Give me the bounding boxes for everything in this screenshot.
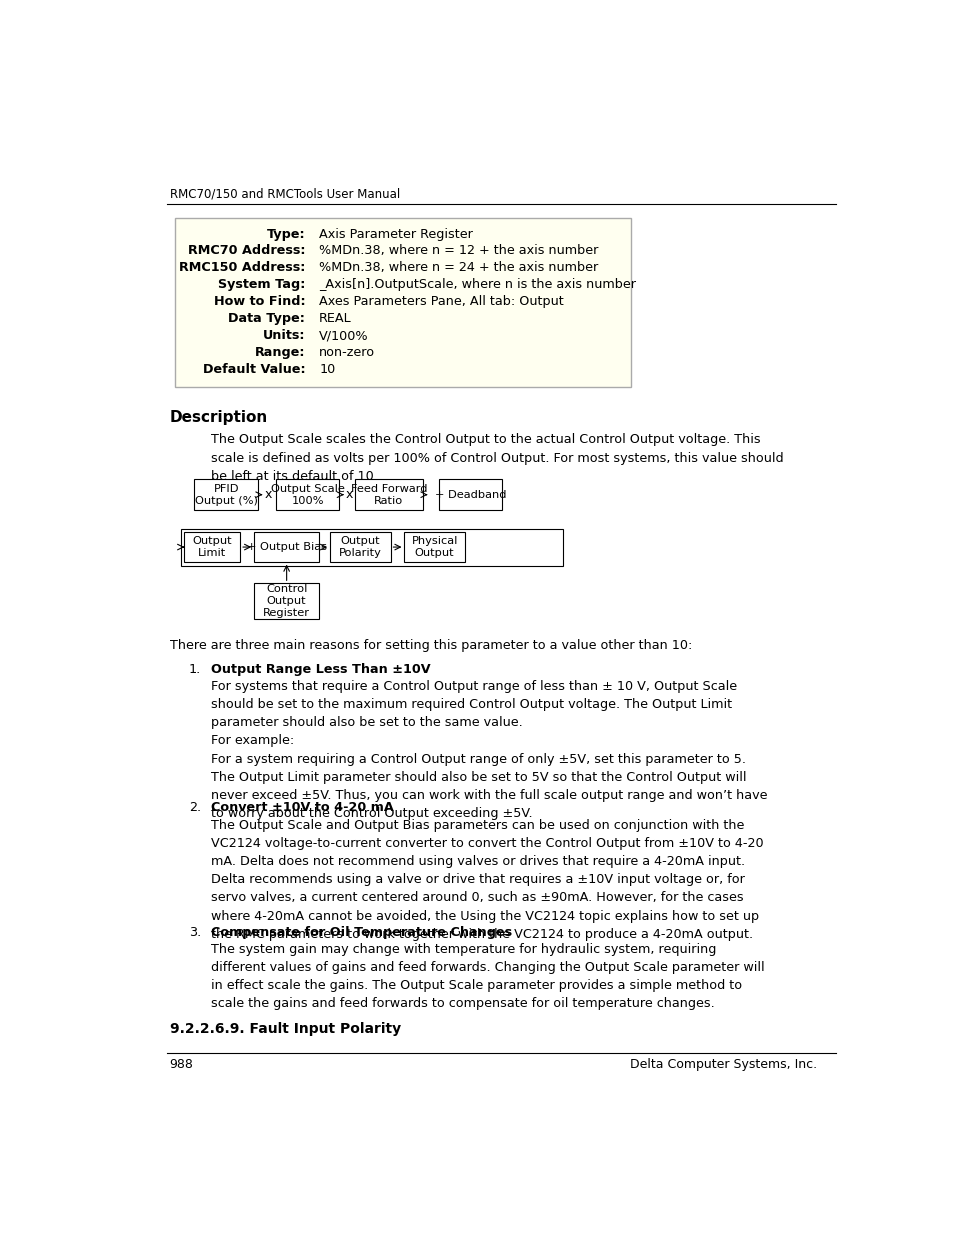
- Text: Feed Forward
Ratio: Feed Forward Ratio: [351, 483, 427, 506]
- Text: 1.: 1.: [189, 662, 201, 676]
- Text: Axis Parameter Register: Axis Parameter Register: [319, 227, 473, 241]
- Text: + Deadband: + Deadband: [435, 490, 505, 500]
- Text: non-zero: non-zero: [319, 346, 375, 359]
- Text: 9.2.2.6.9. Fault Input Polarity: 9.2.2.6.9. Fault Input Polarity: [170, 1023, 400, 1036]
- FancyBboxPatch shape: [355, 479, 422, 510]
- Text: _Axis[n].OutputScale, where n is the axis number: _Axis[n].OutputScale, where n is the axi…: [319, 278, 636, 291]
- FancyBboxPatch shape: [194, 479, 257, 510]
- Text: Output
Limit: Output Limit: [193, 536, 232, 558]
- FancyBboxPatch shape: [253, 532, 319, 562]
- Text: REAL: REAL: [319, 312, 352, 325]
- Text: RMC150 Address:: RMC150 Address:: [179, 262, 305, 274]
- Text: Units:: Units:: [262, 330, 305, 342]
- Text: Physical
Output: Physical Output: [411, 536, 457, 558]
- Text: Data Type:: Data Type:: [228, 312, 305, 325]
- Text: RMC70/150 and RMCTools User Manual: RMC70/150 and RMCTools User Manual: [170, 188, 399, 200]
- Text: There are three main reasons for setting this parameter to a value other than 10: There are three main reasons for setting…: [170, 640, 691, 652]
- Text: Control
Output
Register: Control Output Register: [263, 584, 310, 619]
- Text: x: x: [345, 488, 353, 501]
- FancyBboxPatch shape: [181, 529, 562, 566]
- FancyBboxPatch shape: [275, 479, 339, 510]
- Text: Output Scale
100%: Output Scale 100%: [271, 483, 344, 506]
- FancyBboxPatch shape: [438, 479, 501, 510]
- Text: The Output Scale scales the Control Output to the actual Control Output voltage.: The Output Scale scales the Control Outp…: [211, 433, 782, 483]
- FancyBboxPatch shape: [174, 217, 630, 387]
- Text: The system gain may change with temperature for hydraulic system, requiring
diff: The system gain may change with temperat…: [211, 942, 763, 1010]
- Text: 988: 988: [170, 1058, 193, 1071]
- Text: Convert ±10V to 4-20 mA: Convert ±10V to 4-20 mA: [211, 802, 393, 814]
- Text: Output Range Less Than ±10V: Output Range Less Than ±10V: [211, 662, 430, 676]
- FancyBboxPatch shape: [253, 583, 319, 619]
- Text: Output
Polarity: Output Polarity: [338, 536, 381, 558]
- Text: The Output Scale and Output Bias parameters can be used on conjunction with the
: The Output Scale and Output Bias paramet…: [211, 819, 762, 941]
- Text: V/100%: V/100%: [319, 330, 369, 342]
- Text: Type:: Type:: [266, 227, 305, 241]
- FancyBboxPatch shape: [330, 532, 390, 562]
- Text: For systems that require a Control Output range of less than ± 10 V, Output Scal: For systems that require a Control Outpu…: [211, 680, 766, 820]
- Text: Delta Computer Systems, Inc.: Delta Computer Systems, Inc.: [629, 1058, 816, 1071]
- Text: %MDn.38, where n = 12 + the axis number: %MDn.38, where n = 12 + the axis number: [319, 245, 598, 257]
- Text: %MDn.38, where n = 24 + the axis number: %MDn.38, where n = 24 + the axis number: [319, 262, 598, 274]
- Text: Range:: Range:: [254, 346, 305, 359]
- Text: x: x: [264, 488, 272, 501]
- Text: Description: Description: [170, 410, 268, 425]
- Text: PFID
Output (%): PFID Output (%): [194, 483, 257, 506]
- Text: Axes Parameters Pane, All tab: Output: Axes Parameters Pane, All tab: Output: [319, 295, 563, 309]
- Text: Compensate for Oil Temperature Changes: Compensate for Oil Temperature Changes: [211, 925, 512, 939]
- Text: 10: 10: [319, 363, 335, 377]
- Text: RMC70 Address:: RMC70 Address:: [188, 245, 305, 257]
- Text: + Output Bias: + Output Bias: [247, 542, 326, 552]
- FancyBboxPatch shape: [184, 532, 240, 562]
- FancyBboxPatch shape: [404, 532, 464, 562]
- Text: How to Find:: How to Find:: [213, 295, 305, 309]
- Text: System Tag:: System Tag:: [217, 278, 305, 291]
- Text: 2.: 2.: [189, 802, 201, 814]
- Text: Default Value:: Default Value:: [202, 363, 305, 377]
- Text: 3.: 3.: [189, 925, 201, 939]
